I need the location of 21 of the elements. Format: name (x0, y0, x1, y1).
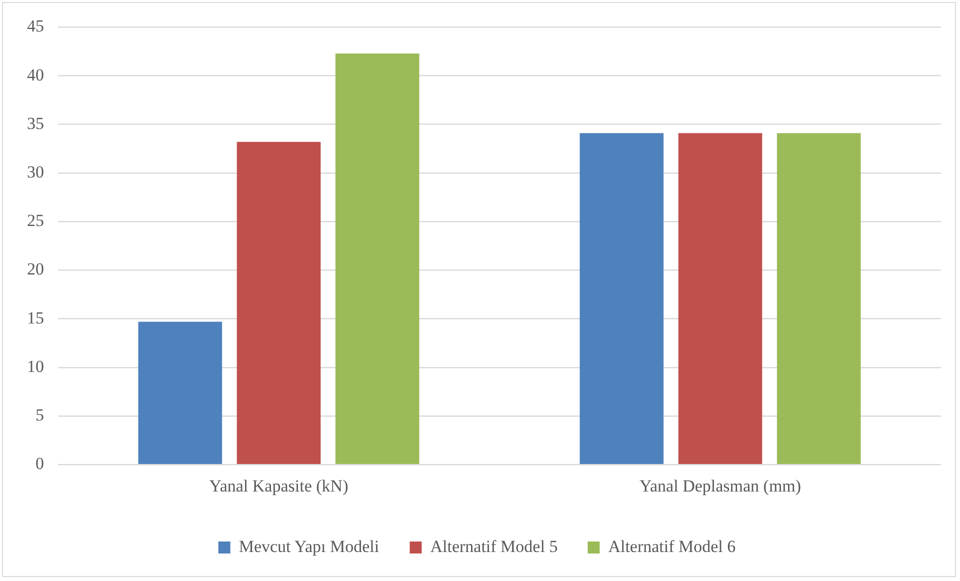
y-tick-label: 20 (27, 260, 44, 279)
y-tick-label: 35 (27, 114, 44, 133)
y-tick-label: 25 (27, 211, 44, 230)
bar (678, 133, 762, 464)
legend-label: Alternatif Model 5 (430, 536, 558, 556)
legend-label: Alternatif Model 6 (608, 536, 736, 556)
x-tick-label: Yanal Kapasite (kN) (209, 476, 348, 496)
y-tick-label: 45 (27, 16, 44, 36)
y-tick-label: 15 (27, 308, 44, 328)
legend-label: Mevcut Yapı Modeli (238, 536, 380, 556)
bar (236, 142, 321, 464)
bar (776, 133, 861, 464)
x-tick-label: Yanal Deplasman (mm) (639, 476, 802, 496)
y-tick-label: 0 (36, 454, 44, 474)
y-tick-label: 30 (27, 162, 44, 182)
y-tick-label: 5 (36, 405, 44, 424)
y-tick-label: 40 (27, 65, 44, 84)
bar (335, 53, 420, 464)
y-tick-label: 10 (27, 356, 44, 376)
bar (580, 133, 664, 464)
bar (138, 322, 222, 464)
